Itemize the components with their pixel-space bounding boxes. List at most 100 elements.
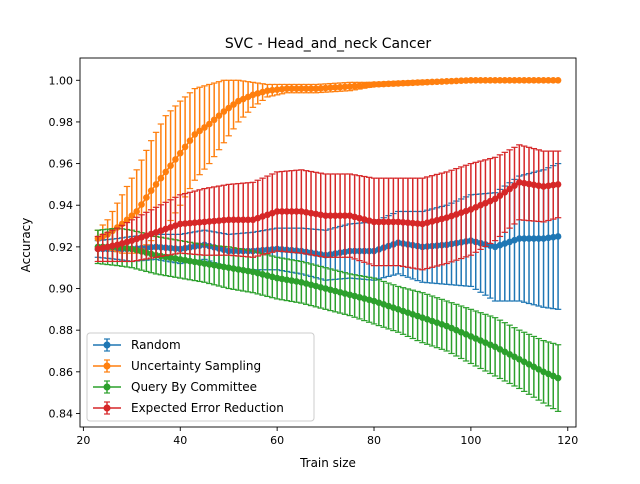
data-point — [390, 218, 397, 226]
data-point — [322, 84, 329, 92]
data-point — [491, 195, 499, 203]
data-point — [351, 82, 358, 90]
data-point — [307, 85, 315, 92]
series-group — [94, 76, 562, 412]
data-point — [302, 85, 310, 92]
data-point — [143, 194, 150, 201]
series-2 — [94, 227, 562, 412]
y-tick-label: 0.98 — [49, 116, 74, 129]
data-point — [496, 76, 504, 84]
data-point — [331, 212, 339, 219]
data-point — [394, 80, 402, 87]
y-axis-label: Accuracy — [19, 218, 33, 273]
data-point — [268, 86, 276, 94]
x-tick-label: 40 — [173, 434, 187, 447]
y-tick-label: 0.84 — [49, 407, 74, 420]
legend-label: Expected Error Reduction — [131, 401, 284, 415]
data-point — [327, 212, 334, 219]
data-point — [540, 76, 547, 84]
data-point — [477, 76, 484, 84]
x-tick-label: 20 — [76, 434, 90, 447]
data-point — [448, 77, 455, 85]
data-point — [356, 82, 363, 89]
data-point — [520, 76, 528, 84]
y-tick-label: 0.90 — [49, 283, 74, 296]
data-point — [210, 217, 218, 225]
data-point — [540, 183, 547, 190]
data-point — [370, 218, 378, 226]
data-point — [506, 76, 513, 84]
data-point — [399, 79, 407, 87]
data-point — [520, 235, 528, 242]
data-point — [225, 216, 233, 224]
data-point — [220, 108, 228, 115]
data-point — [491, 343, 499, 351]
data-point — [230, 101, 237, 108]
data-point — [244, 216, 252, 224]
data-point — [540, 235, 547, 242]
data-point — [215, 112, 223, 119]
legend-item: Random — [93, 338, 181, 352]
chart-title: SVC - Head_and_neck Cancer — [225, 36, 431, 52]
y-tick-label: 0.86 — [49, 366, 74, 379]
data-point — [133, 208, 140, 215]
data-point — [201, 124, 208, 131]
data-point — [298, 85, 305, 92]
data-point — [549, 233, 557, 241]
data-point — [535, 235, 543, 242]
data-point — [554, 233, 562, 240]
data-point — [336, 83, 344, 91]
y-tick-label: 0.94 — [49, 199, 74, 212]
data-point — [346, 83, 354, 90]
legend-label: Query By Committee — [131, 380, 257, 394]
data-point — [414, 220, 421, 227]
data-point — [264, 87, 271, 94]
data-point — [545, 76, 552, 84]
data-point — [201, 218, 208, 226]
data-point — [394, 218, 402, 226]
data-point — [317, 85, 325, 92]
data-point — [501, 76, 509, 84]
data-point — [545, 234, 552, 242]
data-point — [428, 78, 436, 86]
data-point — [501, 348, 509, 356]
legend: Random Uncertainty Sampling Query By Commi… — [86, 332, 315, 422]
data-point — [196, 219, 203, 226]
data-point — [336, 212, 344, 219]
data-point — [554, 181, 562, 188]
data-point — [225, 104, 233, 112]
data-point — [545, 182, 552, 190]
data-point — [385, 80, 392, 88]
data-point — [370, 81, 378, 88]
data-point — [172, 156, 179, 163]
data-point — [554, 76, 562, 84]
data-point — [167, 162, 174, 169]
data-point — [380, 80, 388, 88]
data-point — [516, 76, 523, 84]
legend-marker — [103, 341, 111, 349]
legend-label: Uncertainty Sampling — [131, 359, 261, 373]
data-point — [331, 84, 339, 91]
data-point — [409, 219, 417, 227]
y-tick-label: 1.00 — [49, 74, 74, 87]
data-point — [496, 346, 504, 353]
data-point — [196, 127, 203, 135]
data-point — [525, 76, 533, 84]
data-point — [235, 216, 242, 224]
data-point — [491, 76, 499, 84]
data-point — [433, 78, 441, 86]
legend-item: Query By Committee — [93, 380, 257, 394]
data-point — [191, 131, 199, 138]
data-point — [288, 208, 295, 215]
legend-marker — [103, 362, 111, 370]
data-point — [361, 81, 368, 89]
data-point — [288, 85, 295, 92]
data-point — [278, 208, 286, 215]
data-point — [399, 219, 407, 226]
data-point — [525, 235, 533, 242]
data-point — [535, 76, 543, 84]
data-point — [341, 212, 349, 219]
data-point — [467, 76, 475, 84]
x-tick-label: 60 — [270, 434, 284, 447]
